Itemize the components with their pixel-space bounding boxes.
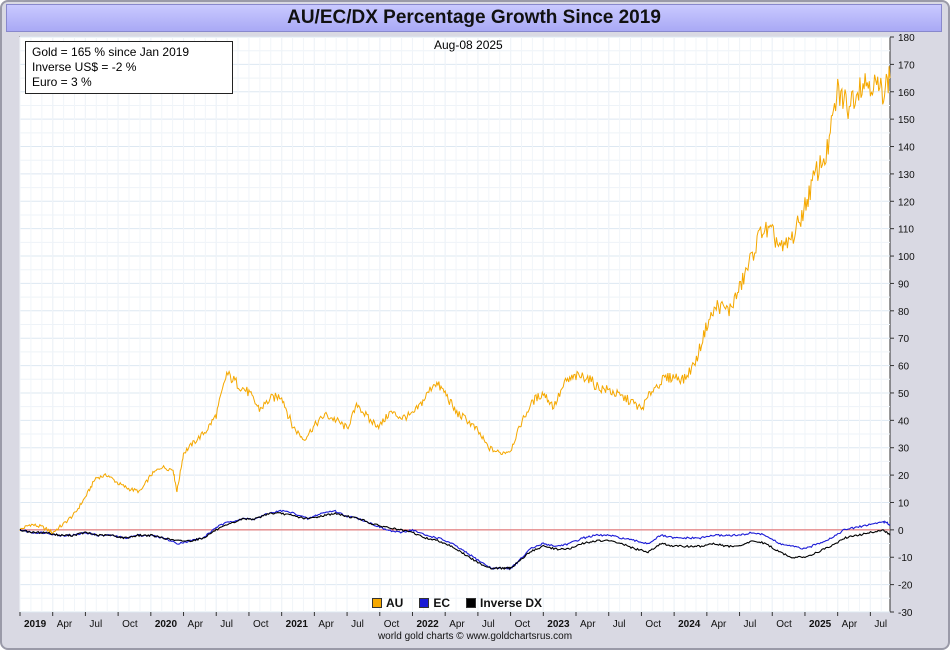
legend-label-au: AU — [386, 596, 404, 610]
x-tick-label: Jul — [874, 619, 887, 630]
y-tick-label: 90 — [898, 279, 910, 290]
y-tick-label: 30 — [898, 444, 910, 455]
x-tick-label: Apr — [711, 619, 727, 630]
y-axis: -30 -20 -10 0 10 20 30 40 50 60 70 80 90 100 110 120 130… — [890, 33, 915, 619]
inverse-usd-growth-text: Inverse US$ = -2 % — [32, 60, 137, 74]
x-tick-label: Apr — [580, 619, 596, 630]
y-tick-label: 70 — [898, 334, 910, 345]
y-tick-label: -10 — [898, 553, 913, 564]
x-tick-label: Oct — [253, 619, 269, 630]
x-tick-label: Oct — [384, 619, 400, 630]
x-tick-label: Jul — [89, 619, 102, 630]
x-tick-label: Apr — [318, 619, 334, 630]
x-tick-label: Jul — [220, 619, 233, 630]
legend-label-inverse-dx: Inverse DX — [480, 596, 543, 610]
x-tick-label: Oct — [776, 619, 792, 630]
credit-text: world gold charts © www.goldchartsrus.co… — [377, 631, 573, 642]
legend-swatch-inverse-dx — [466, 598, 477, 608]
y-tick-label: 20 — [898, 471, 910, 482]
y-tick-label: 130 — [898, 170, 915, 181]
y-tick-label: 60 — [898, 362, 910, 373]
y-tick-label: 10 — [898, 498, 910, 509]
x-tick-label: Apr — [842, 619, 858, 630]
y-tick-label: 120 — [898, 197, 915, 208]
x-tick-label: Apr — [449, 619, 465, 630]
y-tick-label: 50 — [898, 389, 910, 400]
y-tick-label: 170 — [898, 60, 915, 71]
series-line-ec — [20, 509, 891, 571]
x-tick-label: 2020 — [155, 619, 178, 630]
y-tick-label: 180 — [898, 33, 915, 44]
y-tick-label: 100 — [898, 252, 915, 263]
series-legend: AU EC Inverse DX — [372, 595, 542, 611]
x-tick-label: Jul — [744, 619, 757, 630]
legend-item-ec: EC — [419, 595, 450, 611]
y-tick-label: 140 — [898, 143, 915, 154]
legend-label-ec: EC — [433, 596, 451, 610]
info-legend-box: Gold = 165 % since Jan 2019 Inverse US$ … — [25, 41, 233, 94]
chart-title: AU/EC/DX Percentage Growth Since 2019 — [287, 7, 661, 28]
legend-swatch-ec — [419, 598, 430, 608]
x-tick-label: 2021 — [286, 619, 309, 630]
y-tick-label: -30 — [898, 608, 913, 619]
x-tick-label: 2024 — [678, 619, 701, 630]
gold-growth-text: Gold = 165 % since Jan 2019 — [32, 45, 190, 59]
x-tick-label: Oct — [515, 619, 531, 630]
x-tick-label: 2022 — [416, 619, 439, 630]
series-line-inverse-dx — [19, 512, 891, 571]
x-tick-label: Oct — [645, 619, 661, 630]
y-tick-label: 160 — [898, 88, 915, 99]
legend-swatch-au — [372, 598, 382, 608]
series-lines — [19, 66, 891, 571]
grid — [19, 36, 890, 613]
y-tick-label: 40 — [898, 416, 910, 427]
x-axis: 2019 Apr Jul Oct 2020 Apr Jul Oct 2021 Apr Jul Oct 2… — [19, 612, 887, 630]
x-tick-label: Jul — [482, 619, 495, 630]
series-line-au — [19, 66, 891, 534]
y-tick-label: -20 — [898, 581, 913, 592]
y-tick-label: 150 — [898, 115, 915, 126]
x-tick-label: 2025 — [809, 619, 832, 630]
y-tick-label: 0 — [898, 526, 904, 537]
x-tick-label: Apr — [188, 619, 204, 630]
chart-date: Aug-08 2025 — [434, 38, 503, 52]
x-tick-label: Jul — [351, 619, 364, 630]
x-tick-label: 2023 — [547, 619, 570, 630]
legend-item-au: AU — [372, 595, 403, 611]
y-tick-label: 80 — [898, 307, 910, 318]
euro-growth-text: Euro = 3 % — [32, 75, 92, 89]
legend-item-inverse-dx: Inverse DX — [466, 595, 542, 611]
y-tick-label: 110 — [898, 225, 914, 236]
x-tick-label: Oct — [122, 619, 138, 630]
title-bar: AU/EC/DX Percentage Growth Since 2019 — [6, 4, 942, 32]
x-tick-label: 2019 — [24, 619, 47, 630]
x-tick-label: Jul — [613, 619, 626, 630]
x-tick-label: Apr — [57, 619, 73, 630]
